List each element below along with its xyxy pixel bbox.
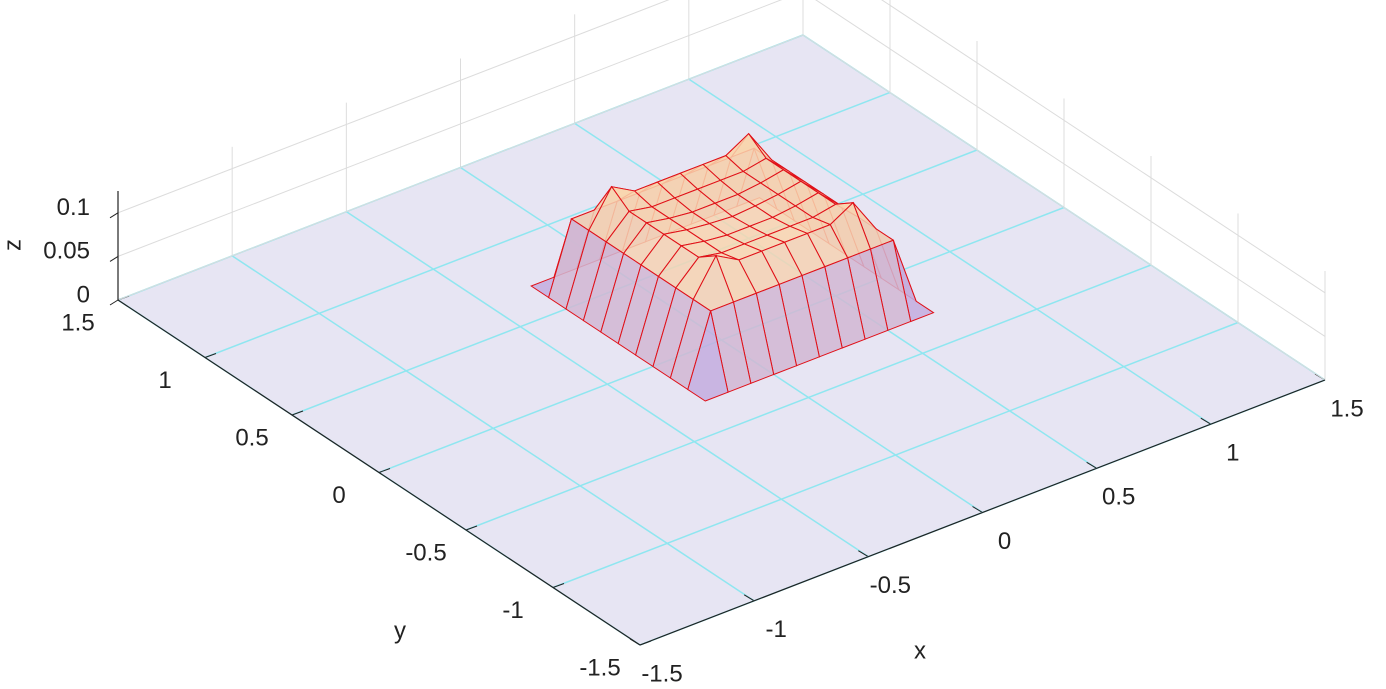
floor-grid-line: [465, 264, 1152, 531]
z-tick-mark: [109, 299, 119, 306]
x-tick-mark: [858, 550, 869, 558]
x-tick-label: -1: [765, 616, 786, 643]
y-tick-mark: [291, 410, 304, 416]
y-tick-label: -1.5: [579, 654, 620, 681]
z-tick-label: 0: [77, 281, 90, 308]
x-tick-label: 0.5: [1102, 484, 1135, 511]
z-tick-mark: [109, 212, 119, 219]
x-tick-label: 1.5: [1330, 395, 1363, 422]
z-tick-label: 0.05: [43, 238, 90, 265]
z-axis-label: z: [0, 239, 26, 251]
z-tick-mark: [109, 255, 119, 262]
x-tick-label: 1: [1226, 440, 1239, 467]
y-tick-label: 0: [332, 482, 345, 509]
x-tick-label: -0.5: [870, 572, 911, 599]
wall-grid-line: [117, 0, 1326, 294]
x-tick-label: -1.5: [641, 660, 682, 687]
y-tick-label: 1.5: [61, 309, 94, 336]
surface-face: [687, 310, 729, 402]
x-tick-mark: [972, 506, 983, 513]
wall-grid-line: [117, 34, 1326, 381]
y-axis-label: y: [394, 617, 406, 644]
y-tick-mark: [552, 583, 565, 588]
axis-line: [639, 379, 1326, 646]
y-tick-mark: [204, 353, 217, 358]
floor-grid-line: [552, 321, 1239, 589]
y-tick-label: -0.5: [405, 539, 446, 566]
plot-area: -1.5-1-0.500.511.5-1.5-1-0.500.511.500.0…: [43, 0, 1364, 687]
y-tick-mark: [378, 468, 391, 473]
floor-grid-line: [204, 91, 891, 359]
y-tick-mark: [465, 525, 478, 531]
y-tick-label: 1: [158, 367, 171, 394]
z-tick-label: 0.1: [57, 194, 90, 221]
y-tick-label: -1: [502, 597, 523, 624]
x-tick-mark: [1086, 461, 1097, 469]
y-tick-label: 0.5: [235, 424, 268, 451]
x-axis-label: x: [914, 637, 926, 664]
wall-grid-line: [117, 0, 1326, 337]
x-tick-label: 0: [998, 528, 1011, 555]
axis-line: [117, 299, 641, 646]
x-tick-mark: [743, 594, 755, 602]
x-tick-mark: [1200, 417, 1212, 425]
